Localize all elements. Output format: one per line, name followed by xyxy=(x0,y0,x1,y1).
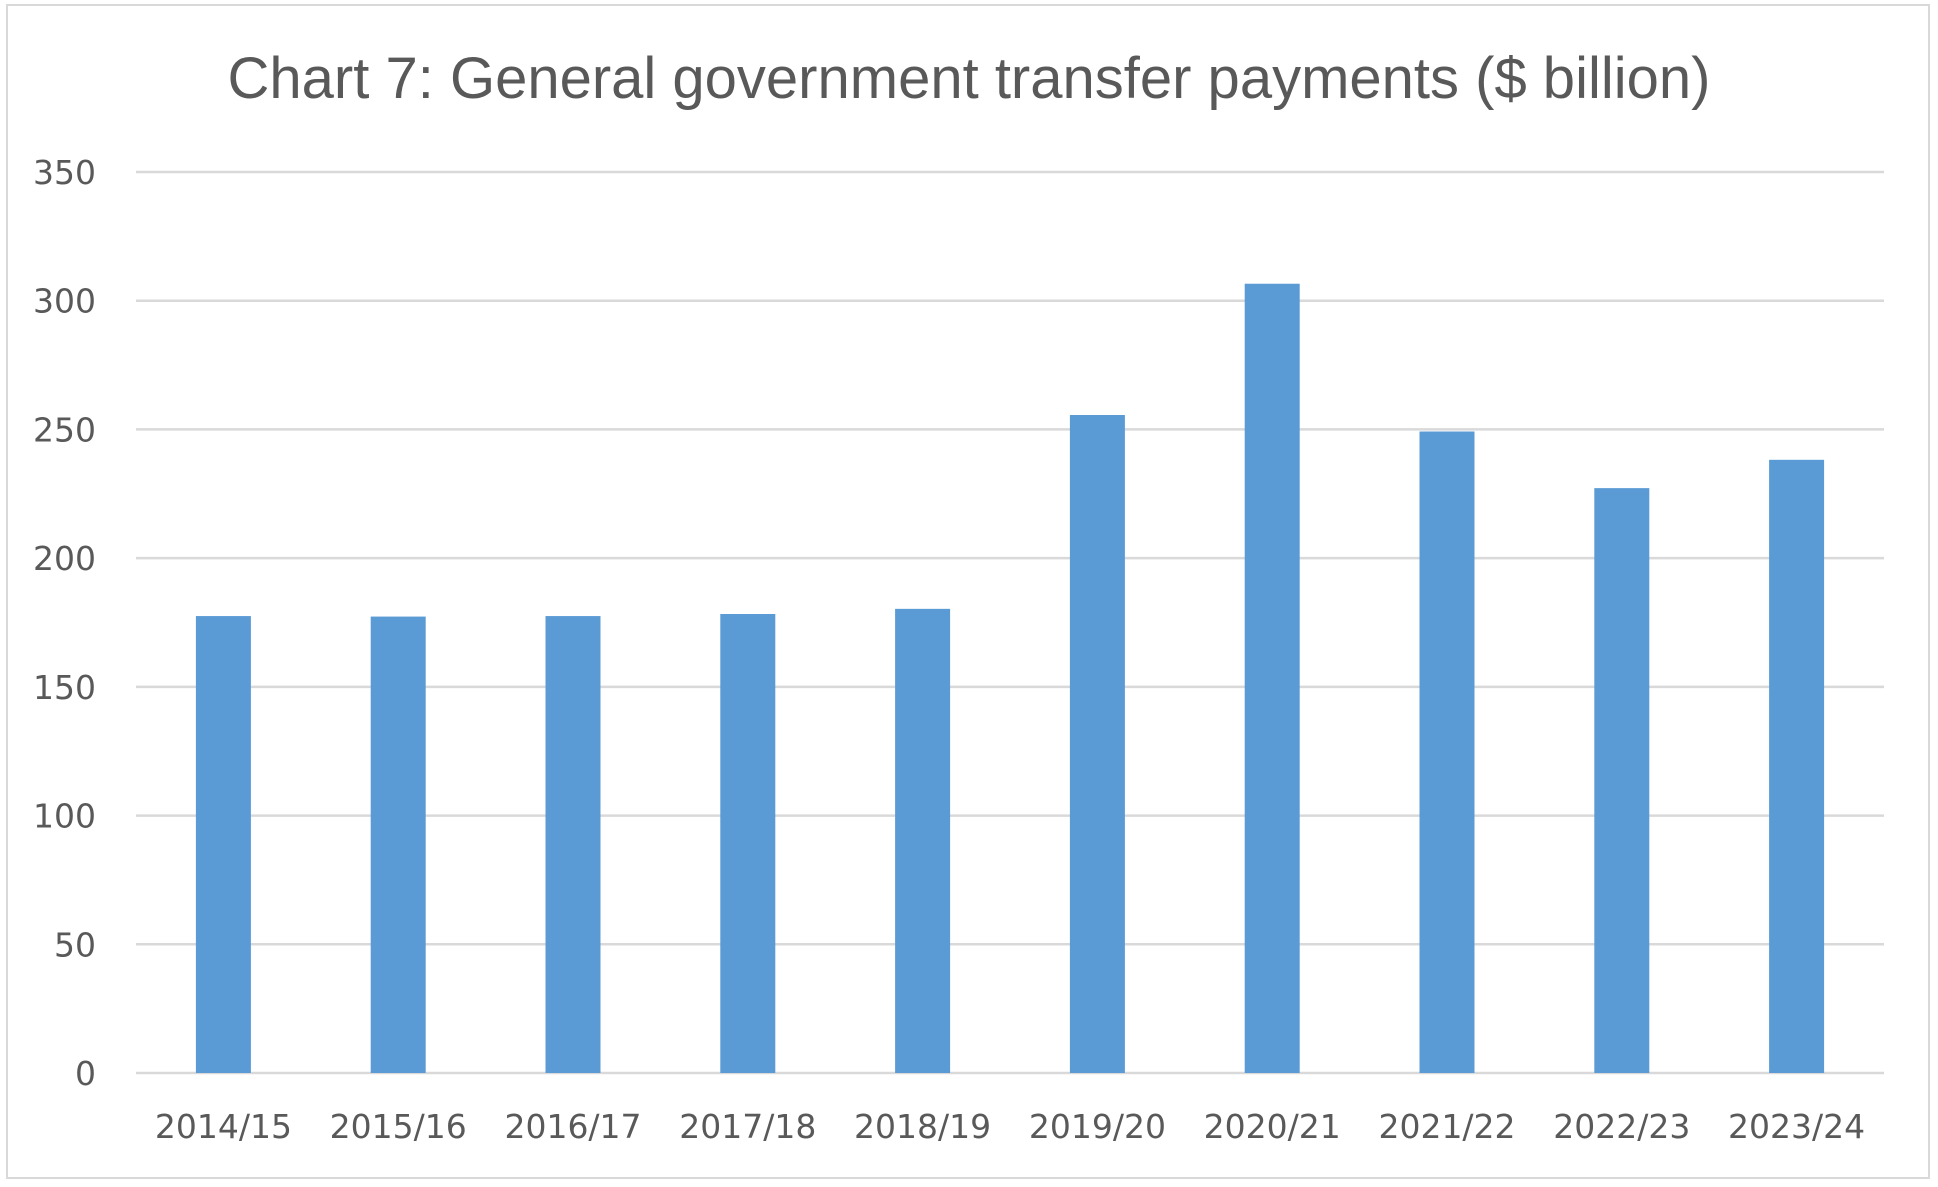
x-axis-ticks: 2014/15 2015/16 2016/17 2017/18 2018/19 2019/… xyxy=(155,1107,1865,1146)
bar-2016-17 xyxy=(545,616,601,1073)
bar-2019-20 xyxy=(1069,415,1125,1073)
x-tick-label: 2022/23 xyxy=(1553,1107,1690,1146)
bar-2023-24 xyxy=(1769,459,1825,1073)
y-tick-label: 350 xyxy=(33,153,96,192)
y-tick-label: 250 xyxy=(33,410,96,449)
gridlines xyxy=(136,170,1884,1075)
x-tick-label: 2018/19 xyxy=(854,1107,991,1146)
y-tick-label: 300 xyxy=(33,282,96,321)
x-tick-label: 2019/20 xyxy=(1029,1107,1166,1146)
bar-2017-18 xyxy=(720,614,776,1073)
y-tick-label: 50 xyxy=(54,925,96,964)
y-tick-label: 200 xyxy=(33,539,96,578)
bar-2018-19 xyxy=(895,608,951,1073)
y-axis-ticks: 0 50 100 150 200 250 300 350 xyxy=(33,153,96,1093)
bar-2015-16 xyxy=(370,616,426,1073)
x-tick-label: 2015/16 xyxy=(330,1107,467,1146)
x-tick-label: 2021/22 xyxy=(1378,1107,1515,1146)
bar-2020-21 xyxy=(1244,283,1300,1073)
bar-2014-15 xyxy=(195,616,251,1073)
bar-2022-23 xyxy=(1594,488,1650,1073)
bars xyxy=(195,283,1825,1073)
y-tick-label: 0 xyxy=(75,1054,96,1093)
x-tick-label: 2014/15 xyxy=(155,1107,292,1146)
x-tick-label: 2023/24 xyxy=(1728,1107,1865,1146)
bar-2021-22 xyxy=(1419,431,1475,1073)
chart-title: Chart 7: General government transfer pay… xyxy=(228,46,1711,111)
y-tick-label: 100 xyxy=(33,797,96,836)
x-tick-label: 2020/21 xyxy=(1204,1107,1341,1146)
x-tick-label: 2017/18 xyxy=(679,1107,816,1146)
x-tick-label: 2016/17 xyxy=(504,1107,641,1146)
y-tick-label: 150 xyxy=(33,668,96,707)
